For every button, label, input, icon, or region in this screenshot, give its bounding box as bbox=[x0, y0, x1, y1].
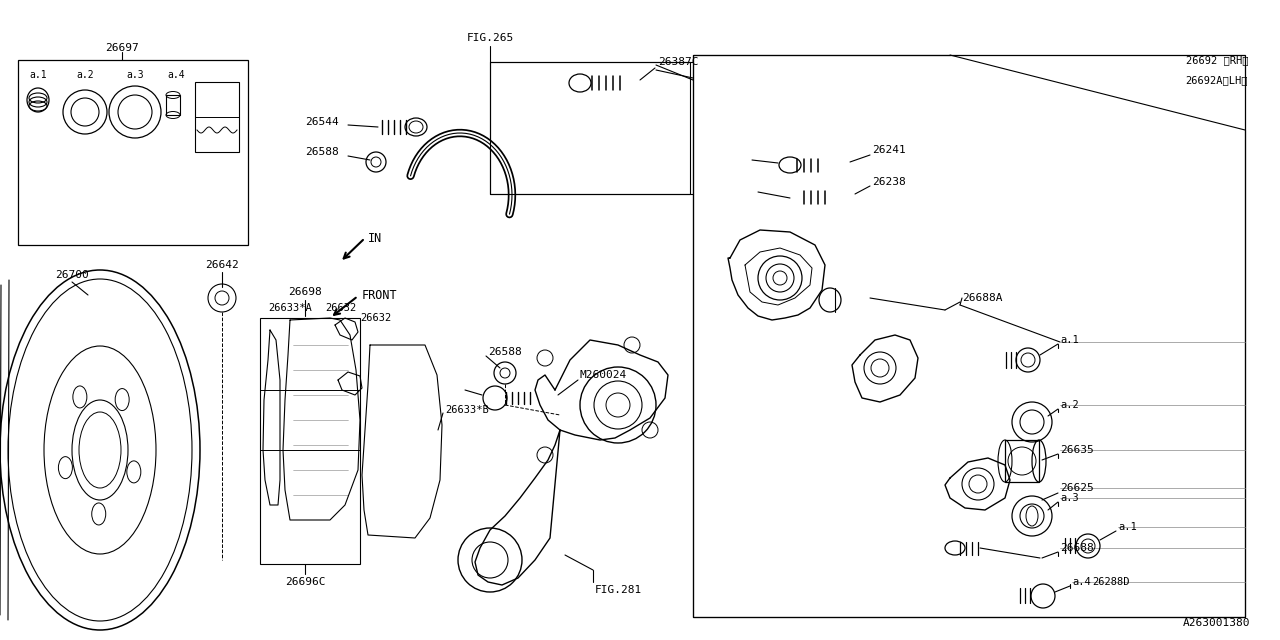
Text: FIG.265: FIG.265 bbox=[466, 33, 513, 43]
Text: 26696C: 26696C bbox=[284, 577, 325, 587]
Text: A263001380: A263001380 bbox=[1183, 618, 1251, 628]
Text: 26700: 26700 bbox=[55, 270, 88, 280]
Bar bbox=[195, 82, 239, 152]
Text: a.2: a.2 bbox=[1060, 400, 1079, 410]
Text: 26692A〈LH〉: 26692A〈LH〉 bbox=[1185, 75, 1248, 85]
Text: 26588: 26588 bbox=[305, 147, 339, 157]
Text: IN: IN bbox=[369, 232, 383, 244]
Text: 26692 〈RH〉: 26692 〈RH〉 bbox=[1185, 55, 1248, 65]
Text: a.4: a.4 bbox=[168, 70, 184, 80]
Text: 26633*B: 26633*B bbox=[445, 405, 489, 415]
Bar bbox=[1005, 440, 1039, 482]
Text: 26544: 26544 bbox=[305, 117, 339, 127]
Text: 26632: 26632 bbox=[325, 303, 356, 313]
Text: a.3: a.3 bbox=[127, 70, 143, 80]
Text: 26633*A: 26633*A bbox=[268, 303, 312, 313]
Text: 26635: 26635 bbox=[1060, 445, 1093, 455]
Text: M260024: M260024 bbox=[580, 370, 627, 380]
Bar bbox=[260, 318, 360, 564]
Text: 26688A: 26688A bbox=[963, 293, 1002, 303]
Text: 26238: 26238 bbox=[872, 177, 906, 187]
Text: 26688: 26688 bbox=[1060, 543, 1093, 553]
Text: a.2: a.2 bbox=[77, 70, 93, 80]
Text: 26632: 26632 bbox=[360, 313, 392, 323]
Text: 26642: 26642 bbox=[205, 260, 239, 270]
Text: 26588: 26588 bbox=[488, 347, 522, 357]
Bar bbox=[18, 60, 248, 245]
Text: 26387C: 26387C bbox=[658, 57, 699, 67]
Text: 26625: 26625 bbox=[1060, 483, 1093, 493]
Text: a.1: a.1 bbox=[1060, 335, 1079, 345]
Text: a.4: a.4 bbox=[1073, 577, 1091, 587]
Bar bbox=[490, 62, 690, 194]
Text: FIG.281: FIG.281 bbox=[595, 585, 643, 595]
Text: 26697: 26697 bbox=[105, 43, 138, 53]
Text: a.3: a.3 bbox=[1060, 493, 1079, 503]
Text: a.1: a.1 bbox=[1117, 522, 1137, 532]
Text: a.1: a.1 bbox=[29, 70, 47, 80]
Text: 26288D: 26288D bbox=[1092, 577, 1129, 587]
Text: FRONT: FRONT bbox=[362, 289, 398, 301]
Text: 26241: 26241 bbox=[872, 145, 906, 155]
Bar bbox=[166, 95, 180, 115]
Text: 26698: 26698 bbox=[288, 287, 321, 297]
Bar bbox=[692, 55, 1245, 617]
